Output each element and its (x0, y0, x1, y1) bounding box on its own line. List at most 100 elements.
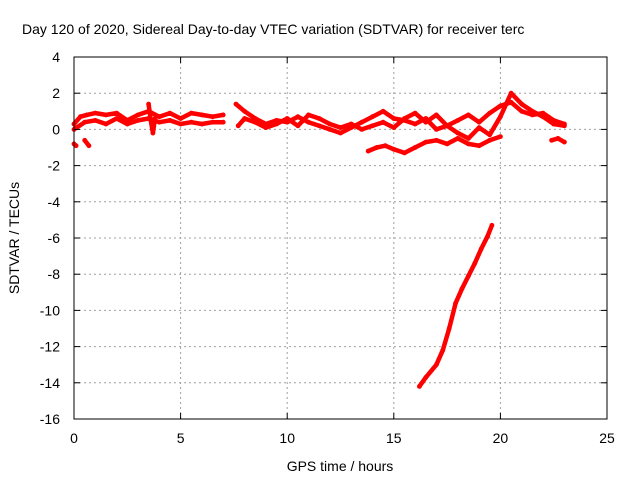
data-point-sdtvar-mid-a (391, 116, 397, 121)
data-point-sdtvar-mid-b (327, 121, 333, 127)
data-point-sdtvar-steep-descent (489, 222, 495, 228)
data-point-sdtvar-steep-descent (466, 273, 471, 279)
data-point-sdtvar-main-a (92, 110, 98, 116)
data-point-sdtvar-mid-b (348, 121, 354, 127)
data-point-sdtvar-main-b (199, 121, 205, 127)
data-point-sdtvar-mid-b (540, 114, 546, 120)
y-tick-label: 4 (52, 49, 60, 65)
data-point-sdtvar-lower (391, 146, 397, 152)
data-point-sdtvar-end-blip (549, 137, 554, 143)
chart-title: Day 120 of 2020, Sidereal Day-to-day VTE… (22, 21, 524, 37)
data-point-sdtvar-mid-a (466, 112, 471, 118)
data-point-sdtvar-mid-b (274, 121, 279, 127)
data-point-sdtvar-mid-b (466, 136, 471, 141)
data-point-sdtvar-lower (444, 141, 450, 147)
data-point-sdtvar-lower (466, 141, 471, 147)
data-point-sdtvar-mid-b (498, 114, 503, 120)
y-tick-label: 0 (52, 121, 60, 137)
data-point-sdtvar-mid-b (295, 123, 301, 129)
data-point-sdtvar-mid-a (380, 108, 386, 114)
y-tick-label: -4 (48, 194, 61, 210)
data-point-sdtvar-steep-descent (478, 246, 484, 252)
data-point-sdtvar-main-a (220, 112, 226, 118)
data-point-sdtvar-mid-b (235, 123, 241, 129)
data-point-sdtvar-mid-b (370, 123, 375, 129)
data-point-sdtvar-mid-a (295, 114, 301, 120)
data-point-sdtvar-mid-b (338, 125, 343, 130)
data-point-sdtvar-mid-b (551, 121, 557, 127)
data-point-sdtvar-mid-b (263, 125, 269, 130)
data-point-sdtvar-mid-a (476, 119, 482, 125)
y-tick-label: -12 (40, 339, 60, 355)
x-tick-label: 5 (177, 430, 185, 446)
data-point-sdtvar-main-b (210, 119, 216, 125)
data-point-sdtvar-main-b (178, 121, 184, 127)
data-point-sdtvar-mid-a (316, 123, 322, 129)
series-layer (71, 90, 567, 389)
y-tick-label: -6 (48, 230, 61, 246)
data-point-sdtvar-spike (152, 116, 158, 121)
data-point-sdtvar-mid-a (498, 103, 503, 109)
data-point-sdtvar-steep-descent (440, 347, 446, 353)
data-point-sdtvar-main-b (92, 118, 98, 123)
data-point-sdtvar-main-b (82, 119, 88, 125)
y-tick-labels: 4 2 0 -2 -4 -6 -8 -10 -12 -14 -16 (40, 49, 60, 427)
data-point-sdtvar-mid-b (476, 125, 482, 130)
data-point-sdtvar-end-blip (562, 139, 567, 145)
data-point-sdtvar-lower (365, 148, 371, 154)
data-point-sdtvar-mid-a (233, 101, 239, 107)
data-point-sdtvar-mid-a (359, 119, 365, 125)
data-point-sdtvar-mid-b (242, 116, 248, 121)
data-point-sdtvar-steep-descent (434, 362, 439, 368)
series-sdtvar-main-a (71, 109, 226, 127)
data-point-sdtvar-mid-a (338, 130, 343, 136)
y-axis-title: SDTVAR / TECUs (6, 182, 22, 294)
data-point-sdtvar-mid-b (423, 119, 429, 125)
data-point-sdtvar-spike (148, 118, 154, 123)
data-point-sdtvar-spike (146, 101, 152, 107)
y-tick-label: -10 (40, 302, 60, 318)
y-tick-label: -16 (40, 411, 60, 427)
data-point-sdtvar-lower (374, 145, 380, 150)
data-point-sdtvar-mid-b (487, 132, 493, 138)
data-point-sdtvar-main-a (78, 114, 83, 120)
data-point-sdtvar-lower (476, 143, 482, 149)
data-point-sdtvar-mid-a (519, 108, 525, 114)
data-point-sdtvar-mid-b (519, 101, 525, 107)
data-point-sdtvar-lower (434, 137, 439, 143)
data-point-sdtvar-lower (382, 143, 388, 149)
data-point-sdtvar-mid-b (412, 110, 418, 116)
data-point-sdtvar-main-a (178, 116, 184, 121)
y-tick-label: -14 (40, 375, 60, 391)
data-point-sdtvar-mid-a (434, 126, 439, 132)
y-tick-label: -2 (48, 158, 61, 174)
data-point-sdtvar-lower (412, 145, 418, 150)
data-point-sdtvar-main-a (135, 112, 141, 118)
data-point-sdtvar-main-b (220, 119, 226, 125)
series-sdtvar-spike (146, 101, 158, 136)
data-point-sdtvar-main-a (84, 112, 90, 118)
series-sdtvar-mid-b (235, 90, 567, 141)
data-point-sdtvar-steep-descent (446, 326, 452, 331)
data-point-sdtvar-main-a (114, 110, 119, 116)
data-point-sdtvar-steep-descent (472, 260, 478, 266)
data-point-sdtvar-lower (498, 134, 503, 140)
data-point-sdtvar-end-blip (555, 136, 561, 141)
data-point-sdtvar-steep-descent (485, 233, 490, 239)
x-tick-label: 10 (279, 430, 295, 446)
x-axis-title: GPS time / hours (287, 458, 394, 474)
data-point-sdtvar-main-a (210, 114, 216, 120)
data-point-sdtvar-mid-b (508, 90, 514, 96)
x-tick-label: 15 (386, 430, 402, 446)
data-point-sdtvar-main-b (114, 116, 119, 121)
data-point-sdtvar-mid-a (455, 118, 461, 123)
data-point-sdtvar-steep-descent (459, 286, 465, 292)
data-point-sdtvar-main-a (167, 110, 173, 116)
x-tick-labels: 0 5 10 15 20 25 (70, 430, 615, 446)
data-point-sdtvar-main-a (156, 114, 162, 120)
data-point-sdtvar-mid-a (412, 121, 418, 127)
data-point-sdtvar-mid-a (327, 126, 333, 132)
data-point-sdtvar-main-b (156, 119, 162, 125)
data-point-sdtvar-early-dip (73, 143, 79, 149)
data-point-sdtvar-main-a (199, 112, 205, 118)
